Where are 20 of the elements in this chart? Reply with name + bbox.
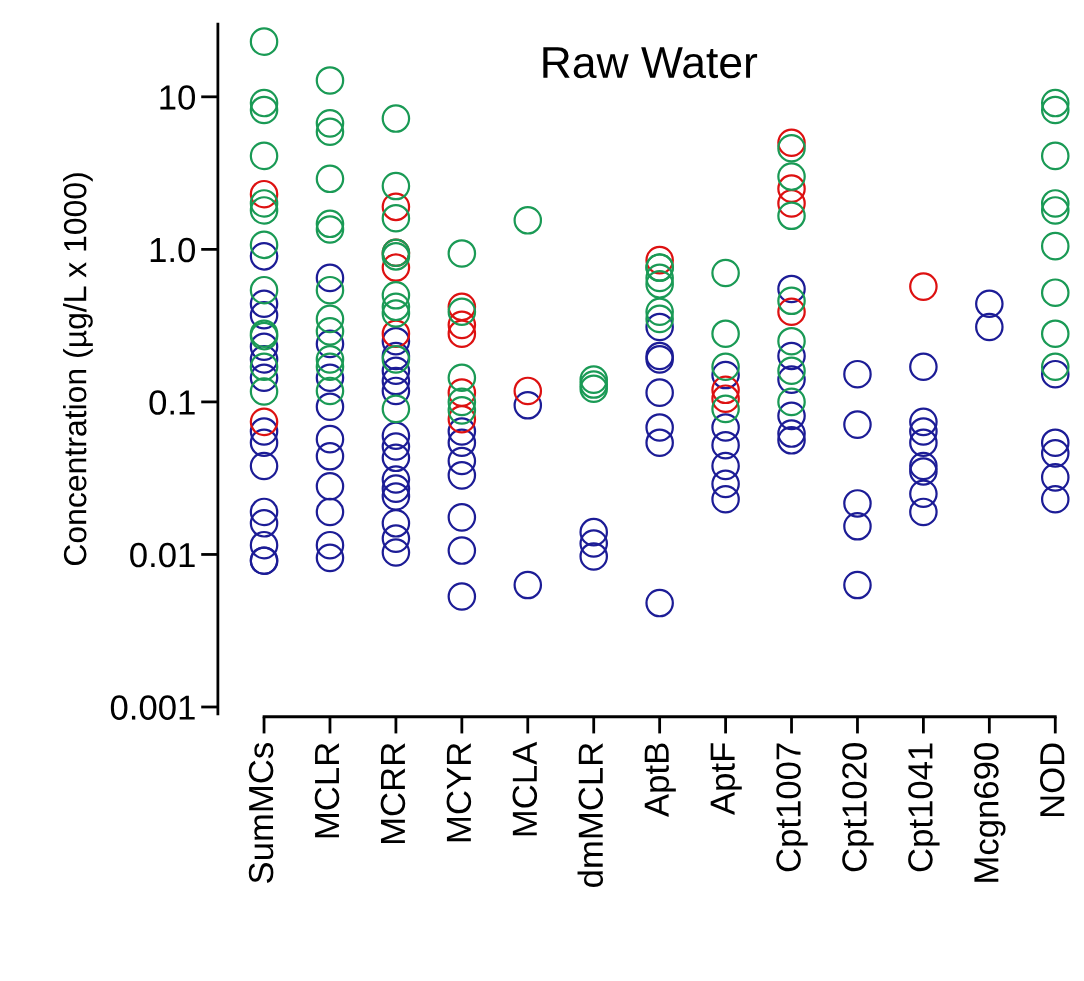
x-tick-label: MCLR — [314, 743, 340, 838]
x-tick-label: Cpt1007 — [776, 743, 808, 872]
x-tick-label: Cpt1041 — [908, 743, 940, 872]
x-tick-label: AptB — [644, 743, 676, 817]
chart-title: Raw Water — [543, 47, 758, 79]
x-tick-label: SumMCs — [248, 743, 274, 883]
x-tick-label: Mcgn690 — [974, 743, 1006, 882]
x-tick-label: Cpt1020 — [842, 743, 874, 872]
y-tick-label: 1.0 — [150, 237, 195, 263]
x-tick-label: MCYR — [446, 743, 472, 842]
x-tick-label: MCRR — [380, 743, 406, 844]
y-tick-label: 10 — [160, 85, 195, 110]
y-tick-label: 0.1 — [149, 390, 195, 415]
x-tick-label: MCLA — [512, 741, 538, 836]
x-tick-label: NOD — [1040, 743, 1065, 817]
x-tick-label: dmMCLR — [577, 743, 604, 887]
y-tick-label: 0.001 — [110, 695, 195, 720]
y-axis-title: Concentration (µg/L x 1000) — [63, 173, 93, 566]
y-tick-label: 0.01 — [130, 542, 195, 568]
x-tick-label: AptF — [710, 743, 742, 815]
